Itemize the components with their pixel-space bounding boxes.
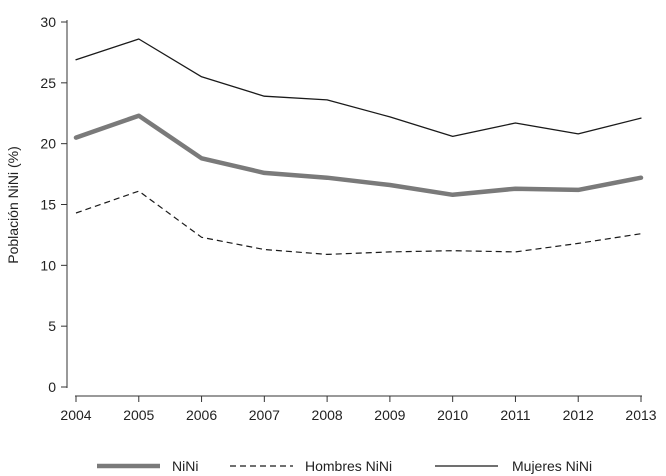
x-tick-label: 2004 — [60, 407, 91, 423]
y-tick-label: 20 — [40, 136, 56, 152]
y-tick-label: 30 — [40, 14, 56, 30]
data-point — [262, 94, 266, 98]
data-point — [639, 116, 643, 120]
data-point — [137, 37, 141, 41]
data-point — [388, 250, 392, 254]
data-point — [513, 187, 517, 191]
data-point — [200, 75, 204, 79]
axes: 0 5 10 15 20 25 30 2004 2005 2006 2007 2008 2009 2010… — [40, 14, 656, 423]
y-tick-label: 25 — [40, 75, 56, 91]
data-point — [388, 115, 392, 119]
x-tick-label: 2008 — [312, 407, 343, 423]
y-tick-label: 0 — [48, 379, 56, 395]
y-axis-label: Población NiNi (%) — [5, 146, 21, 263]
data-point — [74, 58, 78, 62]
x-tick-label: 2006 — [186, 407, 217, 423]
data-point — [388, 183, 392, 187]
legend-label: NiNi — [172, 458, 198, 474]
data-point — [137, 189, 141, 193]
x-tick-label: 2013 — [625, 407, 656, 423]
data-point — [451, 249, 455, 253]
data-point — [513, 121, 517, 125]
data-point — [200, 235, 204, 239]
data-point — [325, 98, 329, 102]
data-point — [451, 134, 455, 138]
x-tick-label: 2010 — [437, 407, 468, 423]
y-tick-label: 5 — [48, 318, 56, 334]
data-point — [325, 252, 329, 256]
data-point — [200, 156, 204, 160]
series-line-hombres-nini — [75, 190, 642, 255]
x-tick-label: 2007 — [249, 407, 280, 423]
series-line-mujeres-nini — [75, 38, 642, 138]
data-point — [451, 193, 455, 197]
data-point — [74, 136, 78, 140]
data-point — [74, 211, 78, 215]
x-tick-label: 2009 — [374, 407, 405, 423]
data-point — [576, 132, 580, 136]
data-point — [262, 171, 266, 175]
data-point — [137, 114, 141, 118]
y-tick-label: 10 — [40, 257, 56, 273]
data-point — [576, 241, 580, 245]
data-point — [639, 176, 643, 180]
data-point — [325, 176, 329, 180]
x-tick-label: 2005 — [123, 407, 154, 423]
legend-label: Hombres NiNi — [305, 458, 392, 474]
y-tick-label: 15 — [40, 197, 56, 213]
series-line-nini — [73, 113, 644, 198]
x-tick-label: 2011 — [500, 407, 530, 423]
series-layer — [73, 37, 644, 256]
data-point — [262, 248, 266, 252]
legend-label: Mujeres NiNi — [512, 458, 592, 474]
data-point — [513, 250, 517, 254]
legend: NiNi Hombres NiNi Mujeres NiNi — [97, 458, 592, 474]
data-point — [576, 188, 580, 192]
data-point — [639, 232, 643, 236]
x-tick-label: 2012 — [563, 407, 594, 423]
